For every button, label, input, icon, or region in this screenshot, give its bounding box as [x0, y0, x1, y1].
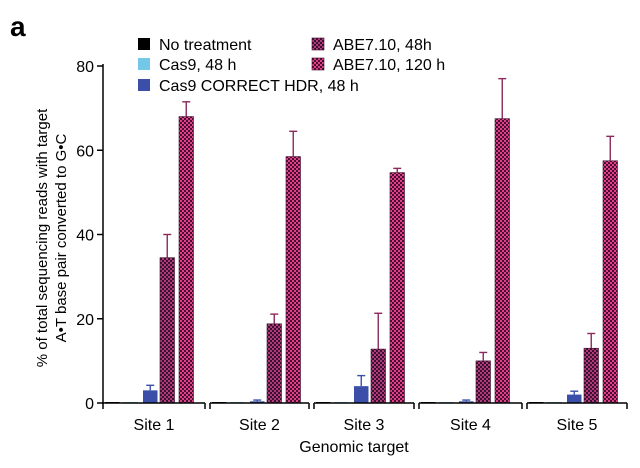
bar [389, 172, 405, 404]
legend-swatch [138, 58, 150, 70]
legend-swatch [138, 38, 150, 50]
bar [266, 323, 282, 404]
bar [602, 160, 618, 404]
y-axis-title-line2: A•T base pair converted to G•C [53, 134, 70, 343]
y-tick-label: 80 [76, 59, 94, 76]
bar [143, 390, 158, 403]
x-axis-title: Genomic target [299, 439, 409, 456]
x-tick-label: Site 1 [134, 417, 175, 434]
bar [475, 360, 491, 404]
bar [178, 116, 194, 404]
bars [105, 77, 618, 404]
x-tick-label: Site 3 [344, 417, 385, 434]
bar [459, 401, 474, 403]
x-tick-label: Site 5 [557, 417, 598, 434]
x-tick-label: Site 4 [450, 417, 491, 434]
y-tick-label: 0 [85, 396, 94, 413]
bar [354, 386, 369, 403]
legend-label: ABE7.10, 48h [333, 37, 432, 54]
legend: No treatment Cas9, 48 h Cas9 CORRECT HDR, … [138, 37, 445, 95]
bar [285, 156, 301, 404]
bar [159, 257, 175, 404]
bar [494, 118, 510, 404]
bar [583, 347, 599, 404]
bar [567, 394, 582, 403]
y-tick-label: 60 [76, 143, 94, 160]
bar [370, 348, 386, 404]
legend-swatch [138, 79, 150, 91]
axes: 0 20 40 60 80 [76, 59, 104, 413]
bar [250, 401, 265, 403]
legend-label: Cas9, 48 h [159, 57, 236, 74]
legend-swatch [311, 57, 325, 71]
y-tick-label: 40 [76, 228, 94, 245]
y-tick-label: 20 [76, 312, 94, 329]
legend-label: ABE7.10, 120 h [333, 57, 445, 74]
y-axis-title-line1: % of total sequencing reads with target [34, 108, 51, 367]
y-axis-title: % of total sequencing reads with target … [34, 108, 70, 367]
panel-label: a [10, 11, 26, 42]
legend-label: No treatment [159, 37, 252, 54]
legend-swatch [311, 37, 325, 51]
legend-label: Cas9 CORRECT HDR, 48 h [159, 78, 359, 95]
category-groups: Site 1 Site 2 Site 3 Site 4 Site 5 [102, 402, 628, 434]
x-tick-label: Site 2 [239, 417, 280, 434]
